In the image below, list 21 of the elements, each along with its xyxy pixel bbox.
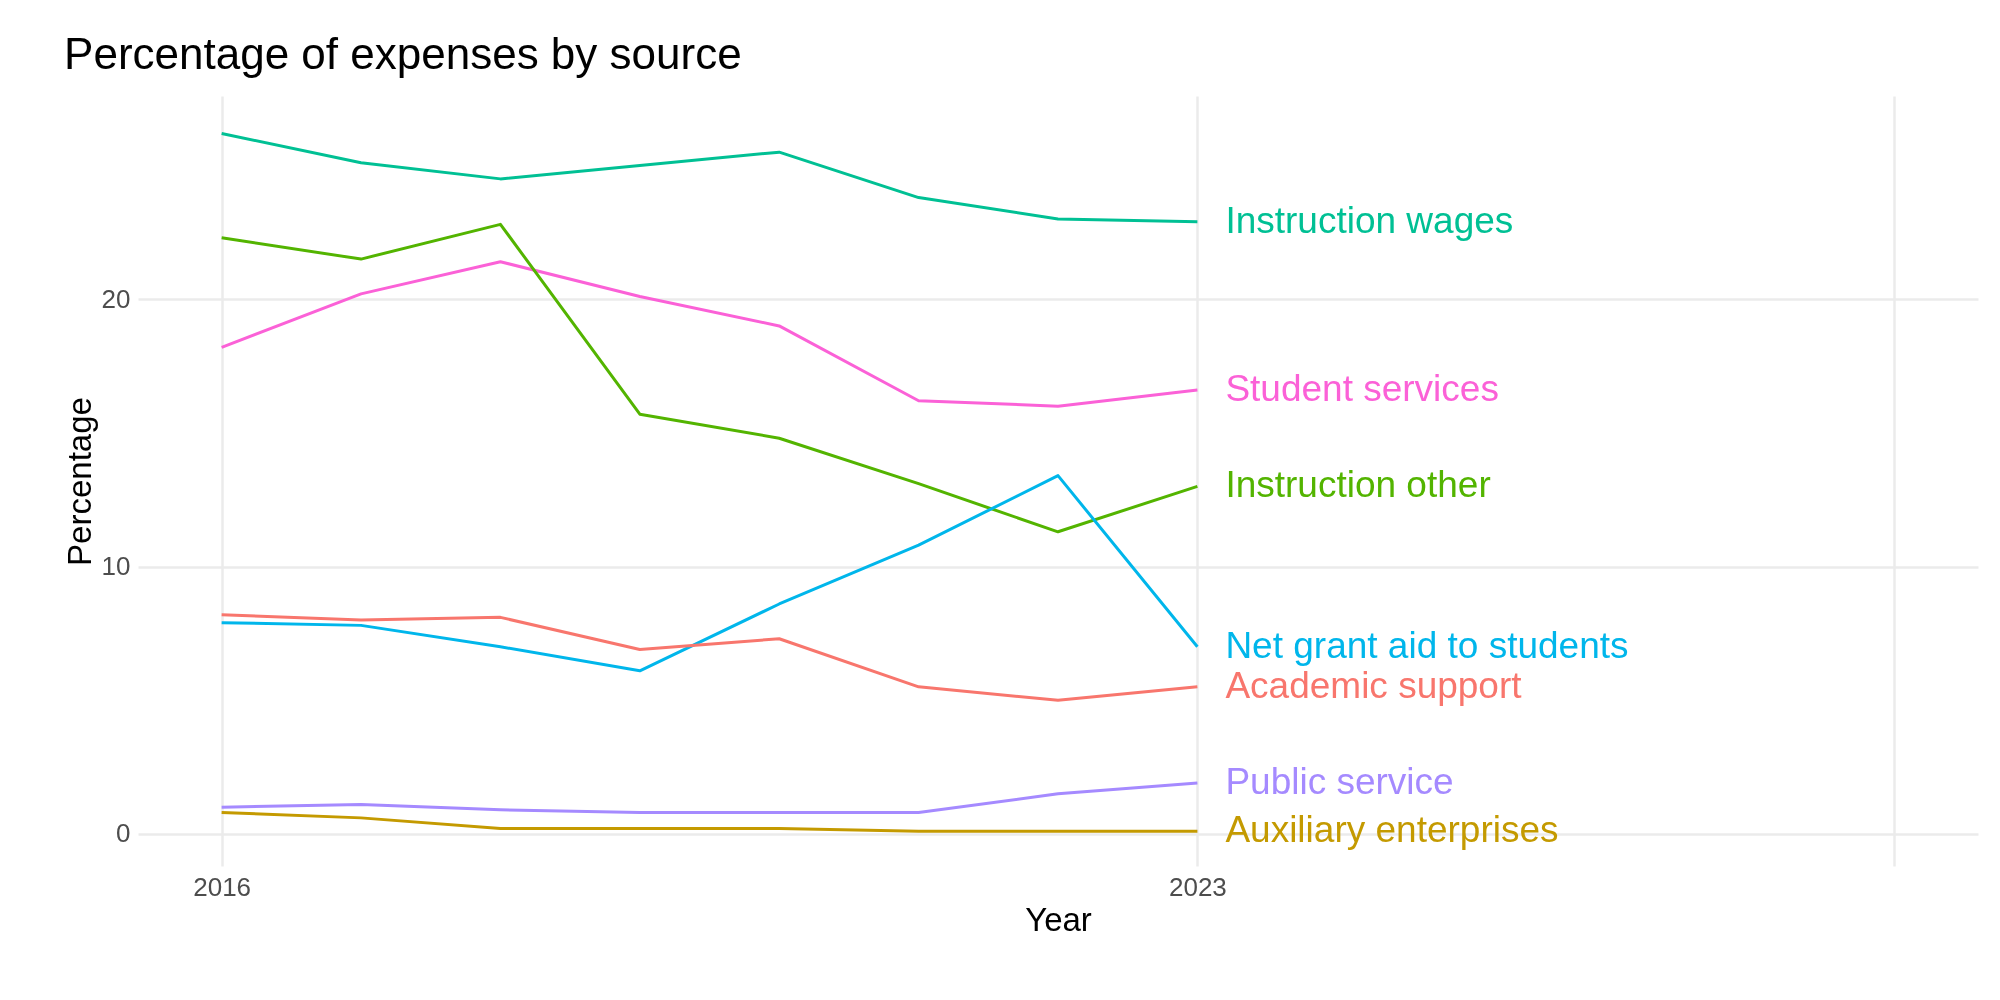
x-tick-label: 2023	[1168, 871, 1227, 902]
line-series	[220, 222, 1199, 534]
line-series	[220, 781, 1199, 815]
y-tick-label: 20	[101, 283, 131, 314]
y-axis-title: Percentage	[60, 397, 98, 566]
series-label: Auxiliary enterprises	[1225, 809, 1559, 851]
series-label: Net grant aid to students	[1225, 624, 1629, 666]
x-axis-title: Year	[1025, 900, 1092, 938]
line-series	[220, 613, 1199, 702]
line-series	[220, 474, 1199, 673]
line-series	[220, 131, 1199, 224]
series-label: Instruction other	[1225, 464, 1491, 506]
y-tick-label: 10	[101, 551, 131, 582]
line-series	[220, 260, 1199, 408]
y-tick-label: 0	[116, 818, 131, 849]
series-label: Public service	[1225, 761, 1454, 803]
x-tick-label: 2016	[193, 871, 252, 902]
chart-title: Percentage of expenses by source	[64, 29, 742, 78]
series-label: Instruction wages	[1225, 199, 1514, 241]
line-series	[220, 811, 1199, 833]
series-label: Student services	[1225, 368, 1499, 410]
